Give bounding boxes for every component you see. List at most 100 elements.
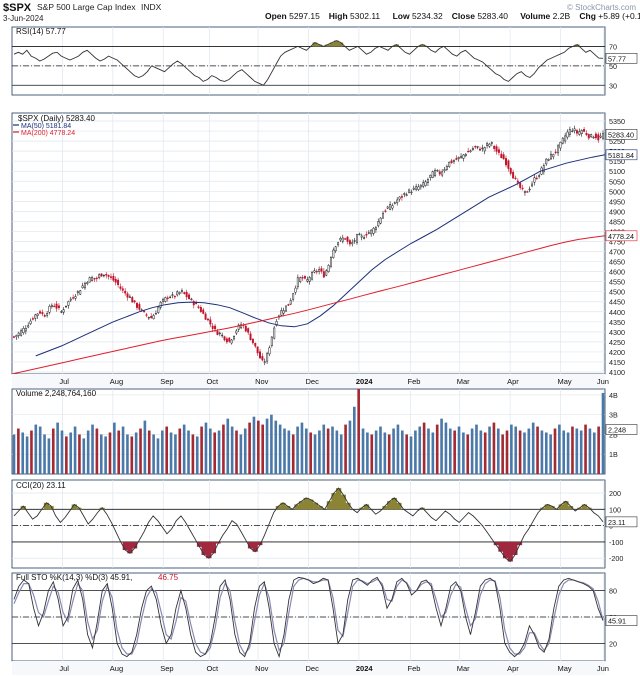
candle-body xyxy=(452,160,455,162)
volume-bar xyxy=(339,434,343,474)
volume-bar xyxy=(409,436,413,474)
volume-panel[interactable]: 4B 3B 2B 1B 2,248 xyxy=(11,388,638,475)
cci-fill-pos-64 xyxy=(308,499,314,510)
volume-tick-3: 1B xyxy=(609,450,618,459)
cci-fill-pos-82 xyxy=(391,497,397,510)
volume-bar xyxy=(483,432,487,474)
sto-panel[interactable]: 80502045.91 xyxy=(11,572,638,662)
x-label-top-1: Aug xyxy=(110,377,123,386)
cci-fill-neg-52 xyxy=(252,541,258,552)
cci-fill-pos-70 xyxy=(336,488,342,510)
candle-body xyxy=(190,298,193,301)
volume-bar xyxy=(191,434,195,474)
volume-bar xyxy=(104,436,107,474)
candle-body xyxy=(268,347,271,355)
price-legend-title: $SPX (Daily) 5283.40 xyxy=(18,114,95,123)
volume-bar xyxy=(374,430,378,474)
cci-fill-neg-104 xyxy=(493,541,499,546)
volume-bar xyxy=(161,430,164,474)
cci-fill-neg-44 xyxy=(215,541,221,544)
price-tick-21: 4300 xyxy=(609,328,625,337)
cci-fill-pos-88 xyxy=(419,507,425,510)
ma200-last-tag-box xyxy=(605,230,638,242)
candle-body xyxy=(145,314,148,316)
candle-body xyxy=(438,171,441,175)
volume-bar xyxy=(270,414,273,474)
x-label-bottom-0: Jul xyxy=(59,664,69,673)
candle-body xyxy=(448,161,451,167)
volume-bar xyxy=(400,430,404,474)
candle-body xyxy=(95,277,98,280)
ma200-line xyxy=(11,235,606,375)
candle-body xyxy=(147,317,150,319)
candle-body xyxy=(22,328,25,333)
x-label-top-3: Oct xyxy=(206,377,219,386)
volume-bar xyxy=(34,424,38,474)
volume-bar xyxy=(165,426,169,474)
volume-bar xyxy=(252,416,256,474)
price-panel[interactable]: 5350530052505200515051005050500049504900… xyxy=(11,112,638,377)
cci-fill-neg-109 xyxy=(516,541,523,546)
candle-body xyxy=(223,336,226,341)
x-axis-band-top xyxy=(12,374,605,388)
candle-body xyxy=(273,327,276,339)
candle-body xyxy=(46,313,49,316)
candle-body xyxy=(329,257,332,267)
candle-body xyxy=(597,134,600,141)
volume-bar xyxy=(396,424,400,474)
candle-body xyxy=(292,293,295,300)
rsi-overbought-131 xyxy=(574,44,580,47)
candle-body xyxy=(360,235,363,238)
volume-bar xyxy=(139,428,142,474)
price-tick-19: 4400 xyxy=(609,308,625,317)
candle-body xyxy=(372,227,375,234)
cci-fill-neg-43 xyxy=(210,541,217,554)
candle-body xyxy=(583,129,586,132)
rsi-tick-2: 30 xyxy=(609,81,617,90)
candle-body xyxy=(431,171,434,178)
volume-bar xyxy=(235,430,238,474)
volume-bar xyxy=(17,428,20,474)
volume-bar xyxy=(549,434,552,474)
cci-fill-neg-40 xyxy=(196,541,203,547)
volume-bar xyxy=(422,422,426,474)
candle-body xyxy=(391,205,394,209)
candle-body xyxy=(332,249,335,258)
candle-body xyxy=(495,146,498,152)
candle-body xyxy=(519,182,522,188)
candle-body xyxy=(280,310,283,316)
candle-body xyxy=(180,290,183,292)
header-watermark: © StockCharts.com xyxy=(567,3,636,12)
sto-last-tag-text: 45.91 xyxy=(608,617,626,626)
candle-body xyxy=(602,133,604,139)
candle-body xyxy=(285,305,288,312)
cci-fill-pos-119 xyxy=(563,501,569,510)
volume-bar xyxy=(448,428,452,474)
sto-k-line xyxy=(13,576,604,659)
cci-fill-pos-71 xyxy=(340,494,346,510)
candle-body xyxy=(374,227,377,231)
candle-body xyxy=(514,177,517,180)
volume-bar xyxy=(283,428,286,474)
candle-body xyxy=(412,187,415,190)
volume-bar xyxy=(86,430,90,474)
candle-body xyxy=(216,331,219,335)
candle-body xyxy=(154,313,157,315)
candle-body xyxy=(199,307,202,312)
cci-tick-3: -100 xyxy=(609,538,623,547)
candle-body xyxy=(17,332,20,336)
rsi-panel[interactable]: 70 50 30 57.77 xyxy=(11,26,638,96)
volume-bar xyxy=(501,434,504,474)
cci-fill-pos-59 xyxy=(285,506,291,510)
price-tick-20: 4350 xyxy=(609,318,625,327)
volume-bar xyxy=(379,426,382,474)
candle-body xyxy=(531,183,534,187)
candle-body xyxy=(457,157,460,159)
volume-bar xyxy=(496,428,500,474)
x-label-bottom-5: Dec xyxy=(306,664,320,673)
candle-body xyxy=(287,304,290,306)
volume-bar xyxy=(444,422,448,474)
volume-bar xyxy=(226,418,230,474)
